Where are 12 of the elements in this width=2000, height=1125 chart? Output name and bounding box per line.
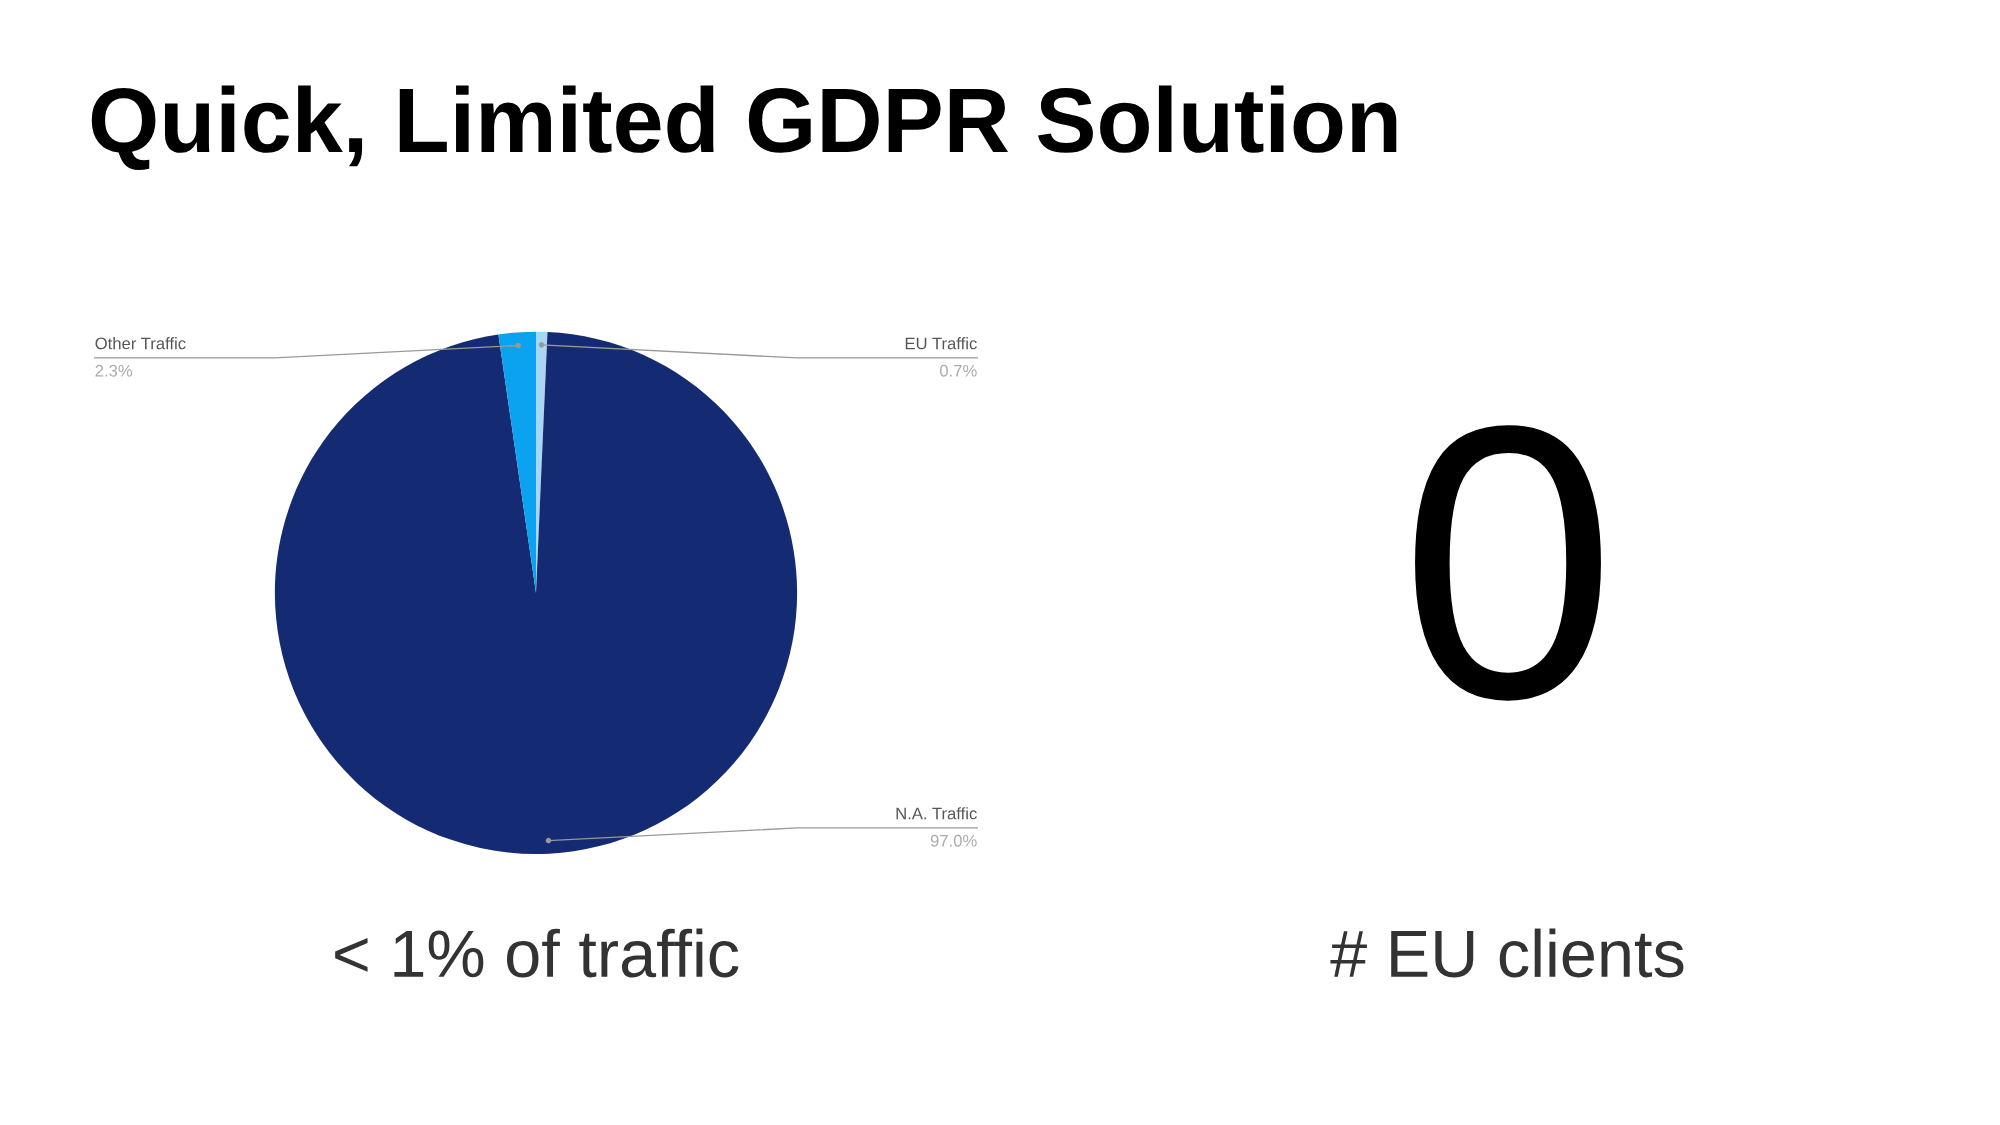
data-label: 0.7% xyxy=(939,364,977,377)
text: # EU clients xyxy=(1330,928,1684,978)
data-label: 2.3% xyxy=(95,364,133,377)
pie-slice xyxy=(498,331,536,593)
pie-slice xyxy=(274,332,798,854)
slice-label: N.A. Traffic xyxy=(896,807,977,820)
data-label: 97.0% xyxy=(930,834,977,847)
slice-label: Other Traffic xyxy=(95,337,186,350)
slice-label: EU Traffic xyxy=(905,337,977,350)
text: < 1% of traffic xyxy=(335,928,739,978)
chart-title: Quick, Limited GDPR Solution xyxy=(91,85,1397,170)
text: 0 xyxy=(1415,425,1601,701)
